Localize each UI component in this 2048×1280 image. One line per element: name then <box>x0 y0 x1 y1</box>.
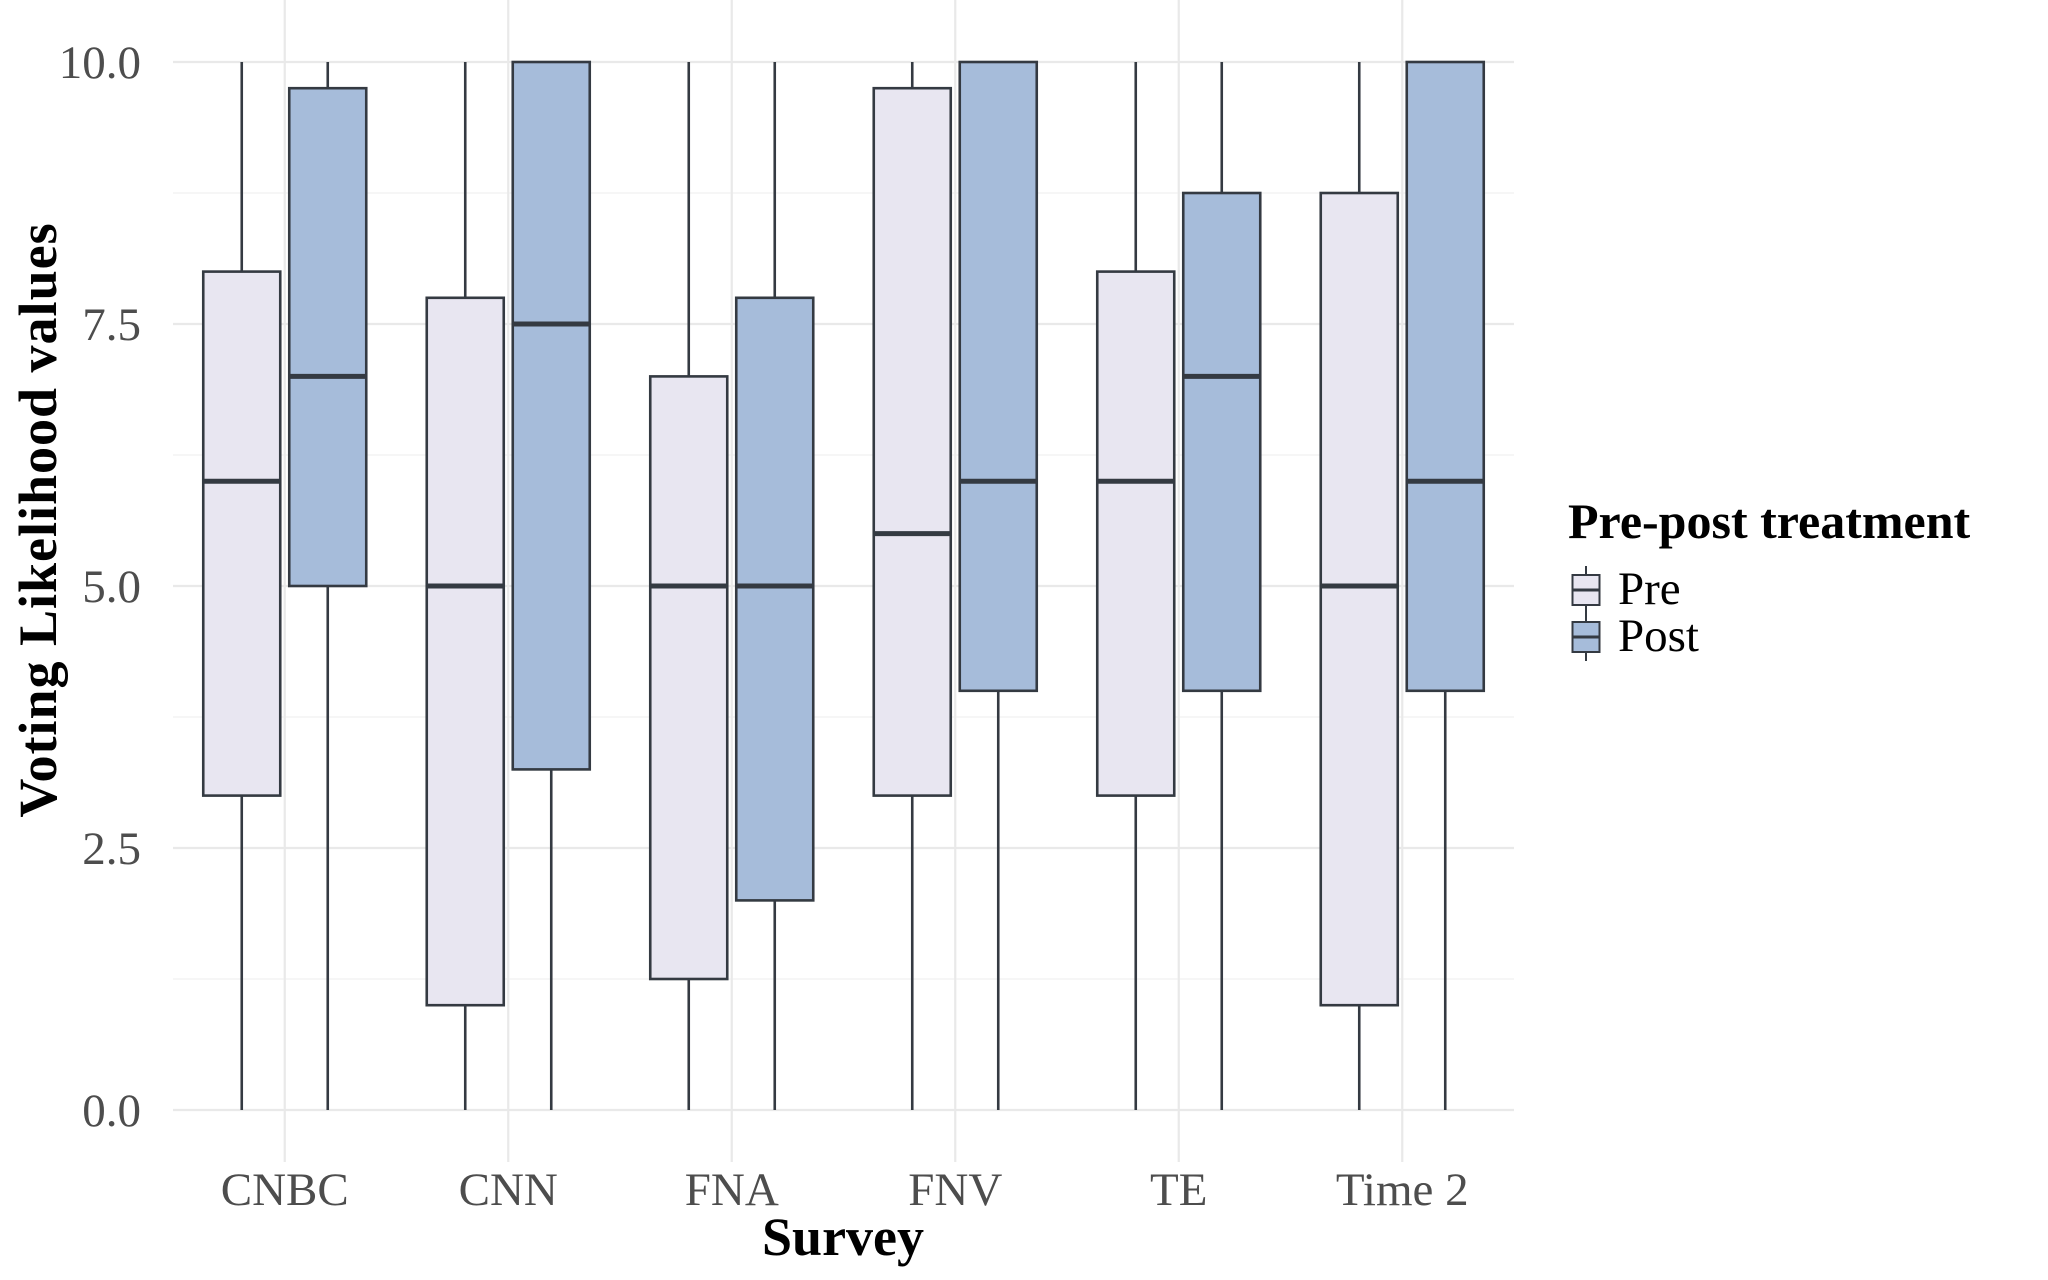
box-post-cnbc <box>287 86 368 588</box>
box-pre-cnbc <box>201 270 282 797</box>
legend-label: Pre <box>1618 563 1681 615</box>
legend-label: Post <box>1618 610 1699 662</box>
box-post-fnv <box>958 60 1039 693</box>
x-tick-label-cnbc: CNBC <box>221 1164 349 1216</box>
legend-items: Pre Post <box>1568 563 1970 662</box>
legend-key-boxplot-icon <box>1571 612 1601 661</box>
box-pre-te <box>1095 270 1176 797</box>
y-tick-label-10.0: 10.0 <box>59 37 141 89</box>
y-tick-label-2.5: 2.5 <box>82 823 141 875</box>
x-tick-label-fnv: FNV <box>908 1164 1002 1216</box>
box-pre-time-2 <box>1319 191 1400 1007</box>
box-post-time-2 <box>1405 60 1486 693</box>
legend-title: Pre-post treatment <box>1568 493 1971 549</box>
legend-item-pre: Pre <box>1568 563 1970 615</box>
x-axis-title: Survey <box>762 1207 924 1267</box>
box-pre-fna <box>648 375 729 981</box>
x-tick-label-fna: FNA <box>685 1164 779 1216</box>
box-pre-cnn <box>425 296 506 1007</box>
y-axis-title: Voting Likelihood values <box>8 222 68 818</box>
x-tick-label-time-2: Time 2 <box>1336 1164 1469 1216</box>
y-tick-label-7.5: 7.5 <box>82 299 141 351</box>
y-tick-label-0.0: 0.0 <box>82 1085 141 1137</box>
legend: Pre-post treatment Pre Post <box>1568 492 1971 662</box>
box-pre-fnv <box>872 86 953 797</box>
x-tick-label-cnn: CNN <box>459 1164 558 1216</box>
y-tick-label-5.0: 5.0 <box>82 561 141 613</box>
x-tick-label-te: TE <box>1150 1164 1207 1216</box>
box-post-te <box>1181 191 1262 693</box>
legend-key-boxplot-icon <box>1571 565 1601 614</box>
box-post-cnn <box>511 60 592 771</box>
legend-item-post: Post <box>1568 610 1970 662</box>
box-post-fna <box>734 296 815 902</box>
